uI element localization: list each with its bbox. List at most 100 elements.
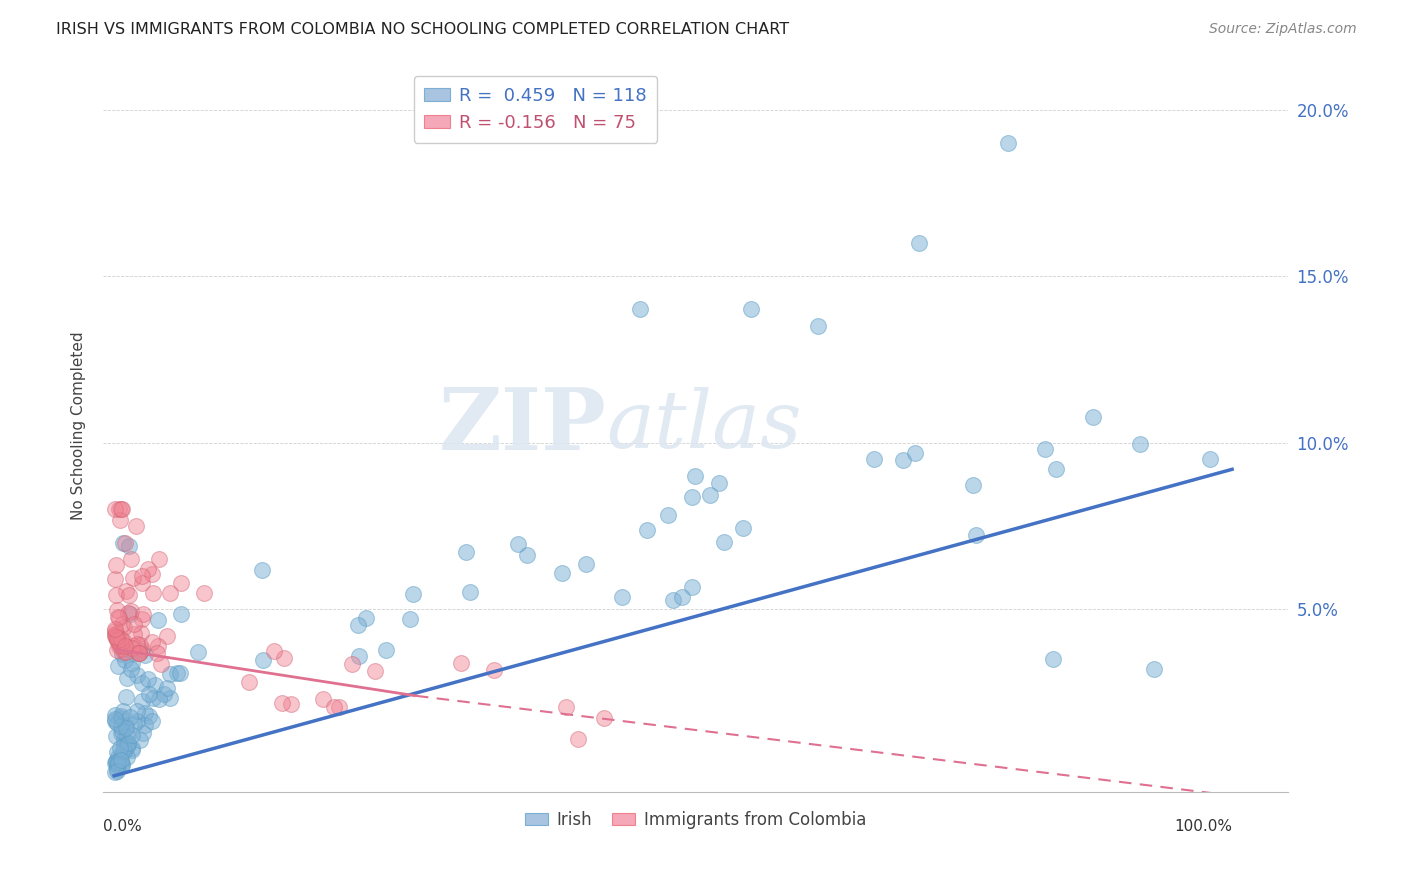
Point bbox=[863, 452, 886, 467]
Point bbox=[142, 585, 165, 599]
Point bbox=[110, 632, 132, 646]
Point bbox=[662, 592, 685, 607]
Point bbox=[128, 646, 150, 660]
Point bbox=[965, 528, 987, 542]
Point bbox=[117, 750, 139, 764]
Point bbox=[699, 488, 721, 502]
Point bbox=[104, 729, 127, 743]
Point bbox=[149, 657, 172, 671]
Point bbox=[110, 751, 132, 765]
Point bbox=[612, 591, 634, 605]
Point bbox=[592, 711, 614, 725]
Point bbox=[120, 604, 142, 618]
Point bbox=[111, 743, 134, 757]
Point bbox=[354, 611, 377, 625]
Text: 0.0%: 0.0% bbox=[103, 819, 142, 834]
Point bbox=[110, 753, 132, 767]
Point bbox=[115, 729, 138, 743]
Point bbox=[155, 681, 177, 695]
Text: Source: ZipAtlas.com: Source: ZipAtlas.com bbox=[1209, 22, 1357, 37]
Legend: Irish, Immigrants from Colombia: Irish, Immigrants from Colombia bbox=[519, 804, 873, 836]
Point bbox=[713, 534, 735, 549]
Point bbox=[122, 716, 145, 731]
Point bbox=[111, 757, 134, 772]
Point bbox=[111, 502, 134, 516]
Point bbox=[347, 618, 370, 632]
Point bbox=[159, 666, 181, 681]
Point bbox=[141, 714, 163, 728]
Point bbox=[115, 671, 138, 685]
Point bbox=[148, 692, 170, 706]
Point bbox=[125, 637, 148, 651]
Point bbox=[131, 575, 153, 590]
Point bbox=[112, 634, 135, 648]
Point bbox=[456, 544, 478, 558]
Point bbox=[273, 650, 295, 665]
Point bbox=[104, 764, 127, 779]
Point bbox=[104, 627, 127, 641]
Point bbox=[375, 642, 398, 657]
Point bbox=[110, 709, 132, 723]
Point bbox=[105, 746, 128, 760]
Point bbox=[134, 706, 156, 720]
Point bbox=[132, 607, 155, 622]
Point bbox=[105, 588, 128, 602]
Point bbox=[104, 629, 127, 643]
Point bbox=[114, 535, 136, 549]
Point bbox=[125, 704, 148, 718]
Point bbox=[1199, 451, 1222, 466]
Point bbox=[122, 570, 145, 584]
Point bbox=[122, 616, 145, 631]
Point bbox=[105, 716, 128, 731]
Point bbox=[904, 446, 927, 460]
Point bbox=[271, 696, 294, 710]
Point bbox=[136, 562, 159, 576]
Point bbox=[111, 756, 134, 771]
Point bbox=[122, 626, 145, 640]
Point bbox=[280, 697, 302, 711]
Point bbox=[112, 738, 135, 752]
Point bbox=[104, 624, 127, 639]
Point bbox=[105, 632, 128, 647]
Point bbox=[458, 585, 481, 599]
Point bbox=[112, 733, 135, 747]
Point bbox=[153, 687, 176, 701]
Point bbox=[107, 635, 129, 649]
Point bbox=[681, 490, 703, 504]
Point bbox=[107, 640, 129, 654]
Point bbox=[107, 750, 129, 764]
Point bbox=[105, 764, 128, 779]
Text: 100.0%: 100.0% bbox=[1174, 819, 1232, 834]
Point bbox=[131, 642, 153, 657]
Point bbox=[323, 699, 346, 714]
Point bbox=[105, 642, 128, 657]
Point bbox=[134, 648, 156, 662]
Point bbox=[115, 721, 138, 735]
Point bbox=[111, 724, 134, 739]
Y-axis label: No Schooling Completed: No Schooling Completed bbox=[72, 332, 86, 520]
Point bbox=[138, 687, 160, 701]
Point bbox=[131, 625, 153, 640]
Point bbox=[111, 640, 134, 654]
Point bbox=[120, 552, 142, 566]
Point bbox=[131, 676, 153, 690]
Point bbox=[115, 690, 138, 704]
Point bbox=[128, 639, 150, 653]
Point bbox=[107, 756, 129, 771]
Point bbox=[131, 612, 153, 626]
Point bbox=[148, 639, 170, 653]
Point bbox=[170, 575, 193, 590]
Point bbox=[551, 566, 574, 580]
Point bbox=[187, 645, 209, 659]
Point bbox=[250, 563, 273, 577]
Point bbox=[117, 588, 139, 602]
Point bbox=[402, 586, 425, 600]
Point bbox=[105, 758, 128, 772]
Point bbox=[962, 478, 984, 492]
Point bbox=[108, 610, 131, 624]
Point bbox=[169, 666, 191, 681]
Point bbox=[128, 732, 150, 747]
Point bbox=[108, 502, 131, 516]
Point bbox=[731, 520, 754, 534]
Point bbox=[104, 623, 127, 637]
